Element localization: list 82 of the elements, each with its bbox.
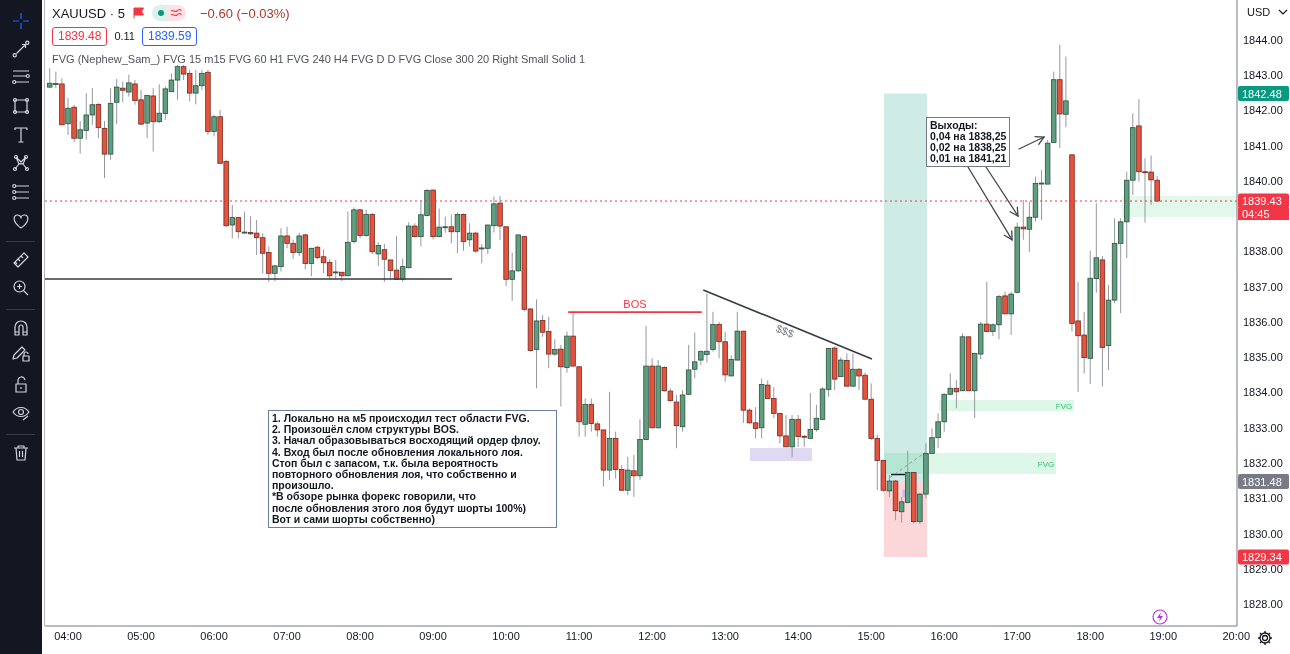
annotation: FVG: [1037, 459, 1055, 469]
y-tick-label: 1831.00: [1243, 492, 1283, 505]
chart-title: XAUUSD · 5: [52, 5, 125, 21]
x-tick-label: 06:00: [200, 629, 228, 642]
text: 1829.34: [1242, 551, 1282, 563]
y-tick-label: 1843.00: [1243, 69, 1283, 82]
x-tick-label: 14:00: [784, 629, 812, 642]
ref-line-label: 1839.43: [1242, 195, 1282, 208]
text: 1. Локально на м5 происходил тест области FVG. 2. Произошёл слом структуры BOS. 3. Начал образовываться восходящий ордер флоу. 4. Вход был после обновления локального лоя. Стоп был с запасом, т.к. была вероятность повторного обновления лоя, что собственно и произошло. *В обзоре рынка форекс говорили, что после обновления этого лоя будут шорты 100%) Вот и сами шорты собственно): [272, 412, 541, 525]
y-tick-label: 1841.00: [1243, 139, 1283, 152]
x-tick-label: 16:00: [930, 629, 958, 642]
candlestick: [126, 74, 132, 98]
x-tick-label: 05:00: [127, 629, 155, 642]
text: 1831.48: [1242, 475, 1282, 488]
candlestick: [229, 204, 235, 239]
y-tick-label: 1833.00: [1243, 421, 1283, 434]
x-tick-label: 19:00: [1149, 629, 1178, 642]
candlestick: [984, 281, 990, 333]
y-tick-label: 1844.00: [1243, 33, 1283, 46]
candlestick: [1020, 199, 1026, 241]
y-tick-label: 1832.00: [1243, 456, 1283, 469]
candlestick: [582, 398, 588, 438]
candlestick: [120, 80, 126, 103]
x-tick-label: 08:00: [346, 629, 374, 642]
text: 04:45: [1242, 208, 1270, 221]
candlestick: [448, 213, 455, 244]
chart-subtitle: −0.60 (−0.03%): [199, 5, 290, 21]
candlestick: [850, 352, 856, 387]
candlestick: [886, 474, 893, 498]
y-tick-label: 1836.00: [1243, 315, 1283, 328]
x-tick-label: 15:00: [857, 629, 885, 642]
candlestick: [631, 454, 637, 498]
candlestick: [454, 211, 461, 254]
candlestick: [296, 232, 302, 257]
x-tick-label: 13:00: [711, 629, 739, 642]
x-tick-label: 20:00: [1222, 629, 1251, 642]
x-tick-label: 11:00: [565, 629, 593, 642]
candlestick: [1063, 55, 1069, 128]
text: $$$: [774, 321, 796, 340]
candlestick: [65, 97, 71, 136]
candlestick: [375, 241, 382, 267]
annotation: FVG: [1055, 401, 1073, 411]
annotation: 1839.48: [52, 27, 108, 46]
annotation: 0.11: [114, 29, 135, 44]
y-tick-label: 1830.00: [1243, 527, 1283, 540]
annotation: FVG (Nephew_Sam_) FVG 15 m15 FVG 60 H1 FVG 240 H4 FVG D D FVG Close 300 20 Right Small Solid 1: [52, 53, 586, 65]
candlestick: [953, 379, 960, 409]
candlestick: [113, 78, 120, 125]
candlestick: [1002, 291, 1008, 315]
y-tick-label: 1828.00: [1243, 598, 1283, 611]
y-axis-title: USD: [1247, 6, 1271, 18]
y-tick-label: 1835.00: [1243, 351, 1283, 364]
candlestick: [558, 344, 564, 408]
candlestick: [1008, 291, 1014, 336]
y-tick-label: 1842.00: [1243, 104, 1283, 117]
candlestick: [466, 222, 473, 248]
y-tick-label: 1837.00: [1243, 280, 1283, 293]
x-tick-label: 17:00: [1003, 629, 1031, 642]
series-label: BOS: [623, 298, 647, 311]
x-tick-label: 10:00: [492, 629, 520, 642]
candlestick: [838, 356, 844, 378]
x-tick-label: 04:00: [54, 629, 82, 642]
candlestick: [333, 259, 339, 280]
x-tick-label: 07:00: [273, 629, 301, 642]
candlestick: [673, 394, 680, 449]
candlestick: [95, 102, 102, 139]
y-tick-label: 1834.00: [1243, 386, 1283, 399]
x-tick-label: 18:00: [1076, 629, 1104, 642]
y-tick-label: 1840.00: [1243, 174, 1283, 187]
candlestick: [308, 247, 315, 277]
annotation: Выходы: 0,04 на 1838,25 0,02 на 1838,25 0,01 на 1841,21: [926, 117, 1011, 167]
y-tick-label: 1829.00: [1243, 562, 1283, 575]
candlestick: [235, 217, 242, 239]
x-tick-label: 12:00: [638, 629, 666, 642]
candlestick: [211, 114, 217, 137]
text: 1842.48: [1242, 87, 1282, 100]
y-tick-label: 1838.00: [1243, 245, 1283, 258]
candlestick: [241, 211, 248, 235]
candlestick: [625, 456, 631, 496]
candlestick: [363, 209, 369, 238]
x-tick-label: 09:00: [419, 629, 447, 642]
annotation: 1839.59: [141, 27, 198, 46]
